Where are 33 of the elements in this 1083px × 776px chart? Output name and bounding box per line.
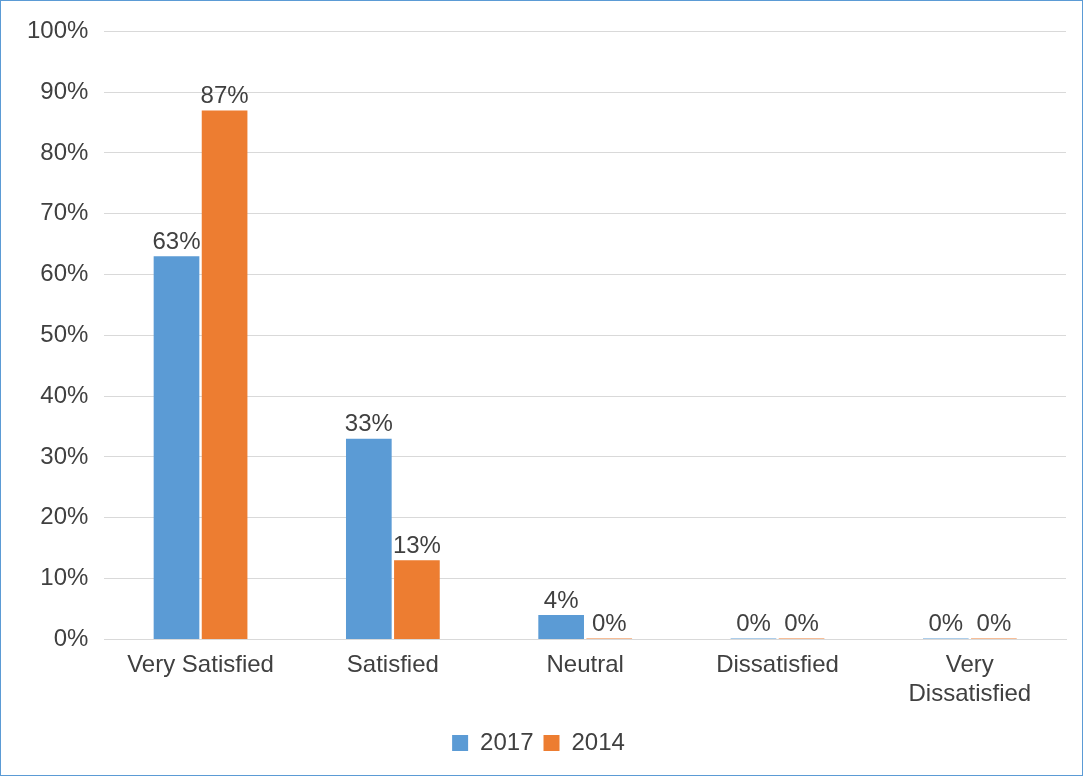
x-tick-label: Satisfied [346, 650, 439, 678]
x-tick-label: Very Satisfied [127, 650, 274, 678]
data-label: 87% [200, 81, 249, 109]
bar [201, 110, 248, 639]
y-tick-label: 70% [40, 198, 89, 226]
y-tick-label: 100% [26, 16, 89, 44]
x-tick-label: Dissatisfied [716, 650, 839, 678]
bar [345, 438, 392, 639]
legend-label: 2014 [571, 727, 625, 755]
y-tick-label: 0% [53, 624, 89, 652]
y-tick-label: 20% [40, 502, 89, 530]
y-tick-label: 40% [40, 380, 89, 408]
data-label: 13% [392, 530, 441, 558]
y-tick-label: 30% [40, 441, 89, 469]
x-tick-label: Very Dissatisfied [908, 650, 1032, 707]
y-tick-label: 50% [40, 320, 89, 348]
bar [394, 560, 440, 639]
data-label: 0% [736, 609, 771, 637]
x-tick-label: Neutral [546, 650, 624, 678]
legend-label: 2017 [480, 727, 534, 755]
bar [538, 615, 584, 639]
data-label: 33% [344, 409, 393, 437]
bar [153, 256, 200, 639]
data-label: 0% [784, 609, 819, 637]
data-label: 63% [152, 226, 201, 254]
data-label: 4% [543, 585, 579, 613]
y-tick-label: 80% [40, 137, 89, 165]
y-tick-label: 60% [40, 259, 89, 287]
y-tick-label: 90% [40, 76, 89, 104]
data-label: 0% [976, 609, 1012, 637]
y-tick-label: 10% [40, 563, 89, 591]
data-label: 0% [591, 609, 627, 637]
data-label: 0% [928, 609, 964, 637]
